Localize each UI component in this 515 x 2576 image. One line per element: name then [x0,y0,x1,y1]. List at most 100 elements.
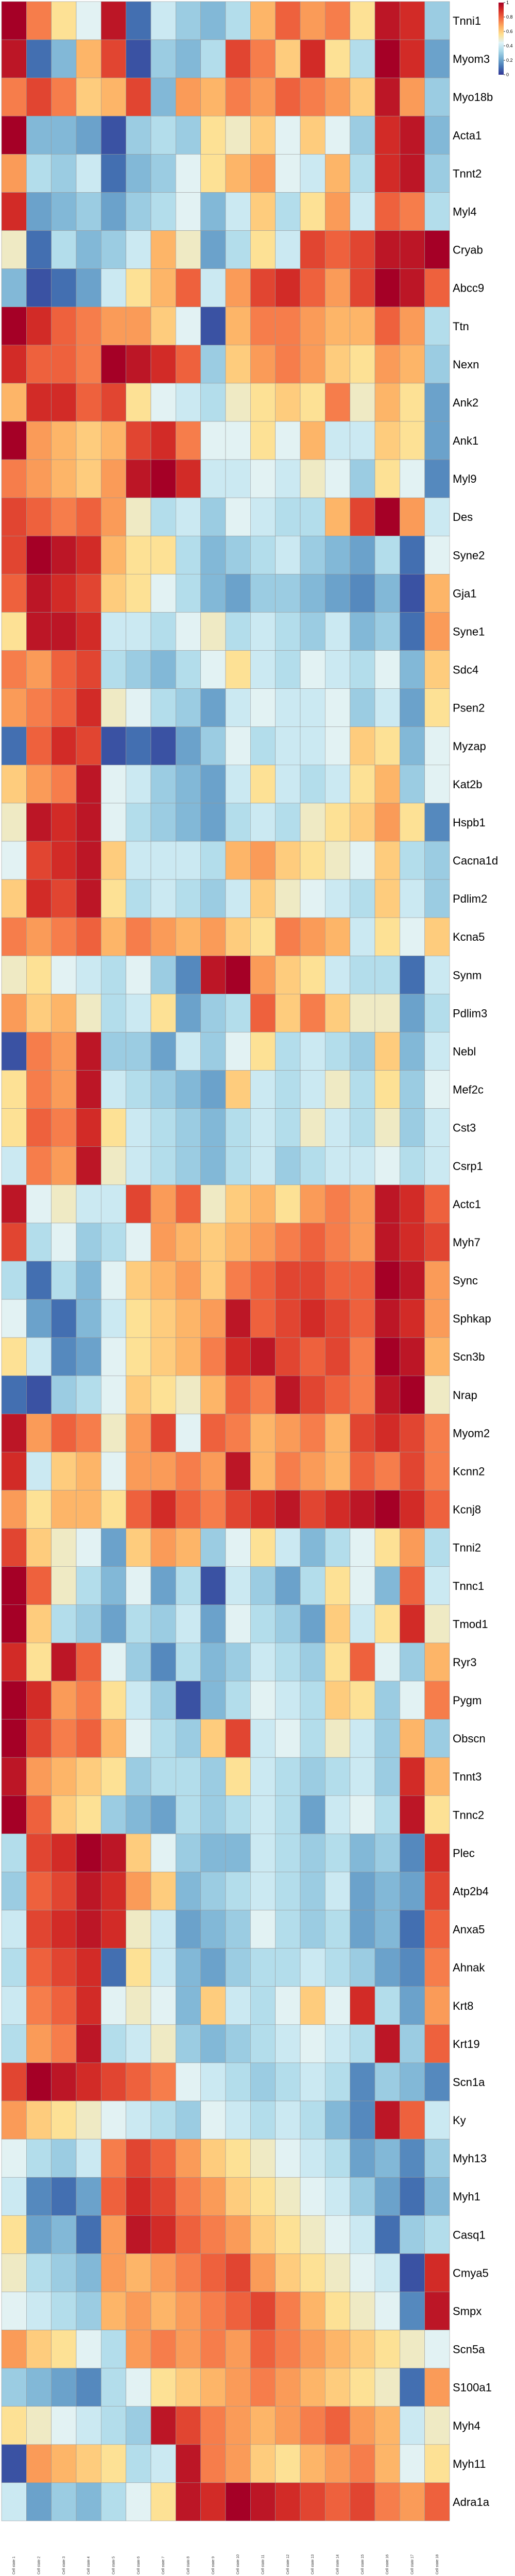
row-label: Cacna1d [453,854,498,867]
heatmap-cell [26,1299,52,1338]
heatmap-cell [1,192,27,231]
heatmap-cell [424,1070,450,1109]
heatmap-cell [76,803,101,842]
heatmap-cell [26,154,52,193]
heatmap-cell [51,1528,77,1567]
heatmap-cell [200,955,226,994]
heatmap-cell [374,2330,400,2368]
heatmap-cell [200,1834,226,1872]
heatmap-cell [250,345,276,384]
heatmap-cell [101,765,126,804]
heatmap-cell [101,2024,126,2063]
heatmap-cell [150,1184,176,1224]
heatmap-cell [275,1070,301,1109]
heatmap-cell [51,2100,77,2140]
heatmap-cell [76,1452,101,1490]
heatmap-cell [176,688,201,727]
heatmap-cell [126,765,151,804]
heatmap-cell [300,612,325,651]
heatmap-cell [424,1184,450,1224]
heatmap-cell [26,1375,52,1414]
heatmap-cell [126,1032,151,1071]
heatmap-cell [225,879,251,918]
heatmap-cell [400,1910,425,1948]
heatmap-cell [424,1604,450,1643]
heatmap-cell [26,268,52,308]
heatmap-cell [225,1490,251,1529]
heatmap-cell [26,1108,52,1147]
heatmap-cell [275,421,301,460]
heatmap-cell [325,2253,350,2292]
row-label: Myl9 [453,472,476,485]
heatmap-cell [374,2292,400,2330]
heatmap-cell [150,1719,176,1758]
heatmap-cell [126,1872,151,1910]
heatmap-cell [374,1,400,40]
heatmap-cell [26,1681,52,1720]
heatmap-cell [1,1834,27,1872]
heatmap-cell [1,1337,27,1376]
heatmap-cell [350,1490,375,1529]
heatmap-cell [374,917,400,956]
heatmap-cell [150,535,176,574]
heatmap-cell [76,1872,101,1910]
heatmap-cell [200,2406,226,2445]
heatmap-cell [150,2024,176,2063]
column-label: Cell state 18 [436,2554,439,2574]
heatmap-cell [275,2062,301,2102]
heatmap-cell [424,1834,450,1872]
column-label: Cell state 1 [12,2556,16,2574]
heatmap-cell [200,2062,226,2102]
heatmap-cell [225,1146,251,1185]
heatmap-cell [101,421,126,460]
heatmap-cell [176,2139,201,2178]
heatmap-cell [126,2330,151,2368]
heatmap-cell [51,765,77,804]
heatmap-cell [76,612,101,651]
heatmap-cell [300,1757,325,1796]
heatmap-cell [176,2100,201,2140]
heatmap-cell [325,2139,350,2178]
heatmap-cell [51,2368,77,2407]
heatmap-cell [424,383,450,422]
heatmap-cell [126,2368,151,2407]
heatmap-cell [26,1032,52,1071]
heatmap-cell [126,497,151,536]
heatmap-cell [400,1223,425,1262]
heatmap-cell [325,154,350,193]
heatmap-cell [374,1795,400,1834]
row-label: Tnnt2 [453,167,482,180]
heatmap-cell [350,1299,375,1338]
heatmap-cell [76,1948,101,1987]
row-label: Kcna5 [453,930,485,943]
heatmap-cell [400,574,425,613]
heatmap-cell [150,1070,176,1109]
heatmap-cell [300,1490,325,1529]
row-label: Myh1 [453,2190,480,2203]
heatmap-cell [374,39,400,78]
heatmap-cell [150,612,176,651]
row-label: Sphkap [453,1312,491,1325]
heatmap-cell [275,1,301,40]
heatmap-cell [150,994,176,1032]
heatmap-cell [76,2368,101,2407]
row-label: Tnnc1 [453,1580,484,1592]
heatmap-cell [300,765,325,804]
heatmap-cell [300,1,325,40]
heatmap-cell [176,1375,201,1414]
column-label: Cell state 2 [38,2556,41,2574]
heatmap-cell [176,497,201,536]
heatmap-cell [424,421,450,460]
heatmap-cell [76,2062,101,2102]
heatmap-cell [26,1872,52,1910]
heatmap-cell [101,1108,126,1147]
heatmap-cell [400,1719,425,1758]
row-label: S100a1 [453,2381,492,2394]
heatmap-cell [400,1261,425,1300]
heatmap-cell [176,2330,201,2368]
heatmap-cell [200,2368,226,2407]
column-label: Cell state 14 [336,2554,340,2574]
heatmap-cell [350,1,375,40]
heatmap-cell [101,2368,126,2407]
heatmap-cell [200,2100,226,2140]
